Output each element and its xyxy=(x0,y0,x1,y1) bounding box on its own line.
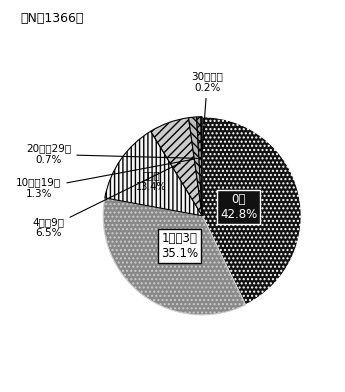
Wedge shape xyxy=(151,118,202,216)
Text: 30回以上
0.2%: 30回以上 0.2% xyxy=(191,71,223,154)
Text: 10回〜19回
1.3%: 10回〜19回 1.3% xyxy=(16,159,194,199)
Wedge shape xyxy=(202,117,301,305)
Text: 1回～3回
35.1%: 1回～3回 35.1% xyxy=(161,232,198,260)
Text: ［N＝1366］: ［N＝1366］ xyxy=(21,12,84,25)
Wedge shape xyxy=(197,117,202,216)
Text: 無回答
13.4%: 無回答 13.4% xyxy=(136,170,167,192)
Text: 20回〜29回
0.7%: 20回〜29回 0.7% xyxy=(26,143,197,165)
Text: 4回〜9回
6.5%: 4回〜9回 6.5% xyxy=(33,163,180,238)
Wedge shape xyxy=(189,117,202,216)
Wedge shape xyxy=(105,131,202,216)
Text: 0回
42.8%: 0回 42.8% xyxy=(220,193,257,221)
Wedge shape xyxy=(103,198,246,315)
Wedge shape xyxy=(201,117,202,216)
